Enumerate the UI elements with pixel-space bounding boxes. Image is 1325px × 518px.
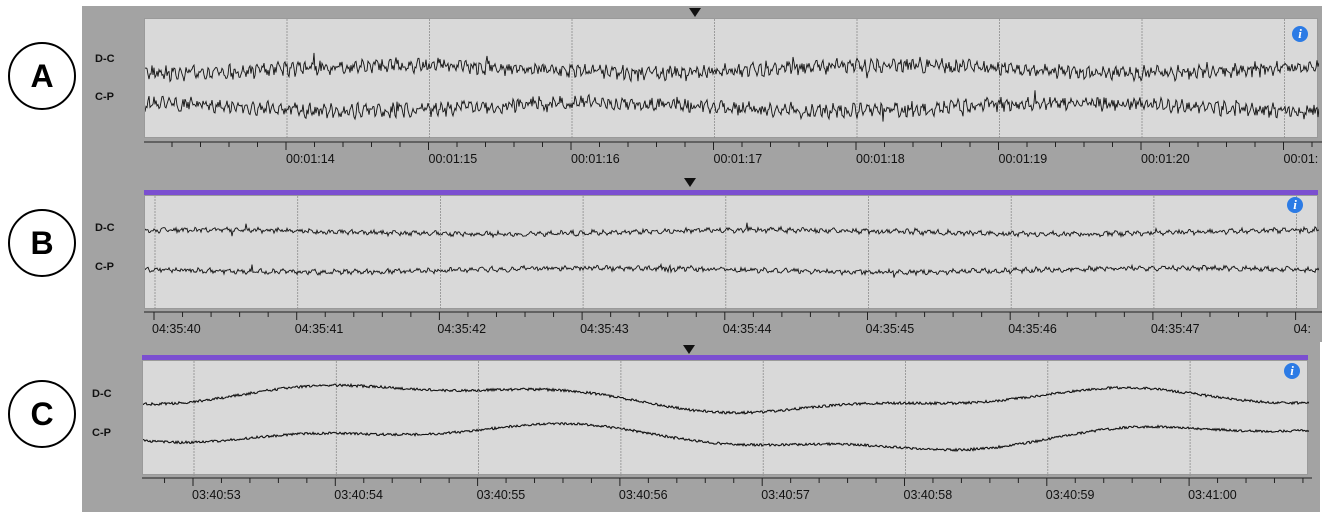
time-tick-label: 03:41:00 bbox=[1188, 488, 1237, 502]
panel-c-label: C bbox=[8, 380, 76, 448]
cursor-marker[interactable] bbox=[689, 8, 701, 17]
info-icon[interactable]: i bbox=[1292, 26, 1308, 42]
time-tick-label: 00:01:18 bbox=[856, 152, 905, 166]
time-tick-label: 04:35:45 bbox=[865, 322, 915, 336]
channel-label-cp: C-P bbox=[95, 91, 114, 103]
eeg-panel-b: D-C C-P i 04:35:40 04:35:41 04:35:42 04:35:… bbox=[82, 176, 1322, 342]
time-tick-label: 00:01: bbox=[1283, 152, 1319, 166]
time-tick-label: 04: bbox=[1293, 322, 1311, 336]
time-tick-label: 04:35:47 bbox=[1150, 322, 1200, 336]
time-axis bbox=[142, 477, 1312, 486]
cursor-marker[interactable] bbox=[683, 345, 695, 354]
panel-b-label: B bbox=[8, 209, 76, 277]
time-tick-label: 04:35:41 bbox=[294, 322, 344, 336]
selection-bar[interactable] bbox=[144, 190, 1318, 195]
time-tick-label: 04:35:40 bbox=[152, 322, 201, 336]
time-tick-label: 04:35:44 bbox=[722, 322, 772, 336]
eeg-plot-area[interactable] bbox=[144, 195, 1319, 310]
channel-label-dc: D-C bbox=[95, 222, 115, 234]
eeg-trace-d-c bbox=[143, 382, 1309, 415]
time-axis bbox=[144, 311, 1322, 320]
time-tick-label: 00:01:20 bbox=[1141, 152, 1190, 166]
cursor-marker[interactable] bbox=[684, 178, 696, 187]
eeg-trace-c-p bbox=[145, 262, 1319, 278]
eeg-trace-svg bbox=[143, 361, 1309, 476]
time-tick-label: 00:01:15 bbox=[428, 152, 478, 166]
eeg-trace-d-c bbox=[145, 222, 1319, 239]
eeg-panel-c: D-C C-P i 03:40:53 03:40:54 03:40:55 03:40:… bbox=[82, 342, 1320, 512]
time-tick-label: 03:40:55 bbox=[476, 488, 526, 502]
selection-bar[interactable] bbox=[142, 355, 1308, 360]
time-tick-label: 00:01:14 bbox=[286, 152, 335, 166]
time-tick-label: 00:01:19 bbox=[998, 152, 1048, 166]
channel-label-cp: C-P bbox=[95, 261, 114, 273]
eeg-plot-area[interactable] bbox=[142, 360, 1309, 476]
eeg-panel-a: D-C C-P i 00:01:14 00:01:15 00:01:16 00:01:… bbox=[82, 6, 1322, 176]
panel-a-label: A bbox=[8, 42, 76, 110]
eeg-trace-d-c bbox=[145, 52, 1319, 83]
channel-label-dc: D-C bbox=[92, 388, 112, 400]
time-tick-label: 03:40:58 bbox=[903, 488, 953, 502]
info-icon[interactable]: i bbox=[1287, 197, 1303, 213]
channel-label-dc: D-C bbox=[95, 53, 115, 65]
time-tick-label: 03:40:56 bbox=[618, 488, 668, 502]
eeg-trace-c-p bbox=[145, 90, 1319, 122]
info-icon[interactable]: i bbox=[1284, 363, 1300, 379]
eeg-trace-c-p bbox=[143, 421, 1309, 453]
time-tick-label: 00:01:16 bbox=[571, 152, 620, 166]
time-tick-label: 04:35:42 bbox=[437, 322, 487, 336]
eeg-trace-svg bbox=[145, 19, 1319, 139]
eeg-plot-area[interactable] bbox=[144, 18, 1319, 139]
time-axis bbox=[144, 141, 1322, 150]
time-tick-label: 03:40:54 bbox=[334, 488, 383, 502]
time-tick-label: 03:40:53 bbox=[192, 488, 241, 502]
time-tick-label: 03:40:59 bbox=[1045, 488, 1095, 502]
time-tick-label: 00:01:17 bbox=[713, 152, 763, 166]
time-tick-label: 04:35:43 bbox=[580, 322, 629, 336]
eeg-trace-svg bbox=[145, 196, 1319, 310]
time-tick-label: 04:35:46 bbox=[1008, 322, 1057, 336]
channel-label-cp: C-P bbox=[92, 427, 111, 439]
time-tick-label: 03:40:57 bbox=[761, 488, 810, 502]
